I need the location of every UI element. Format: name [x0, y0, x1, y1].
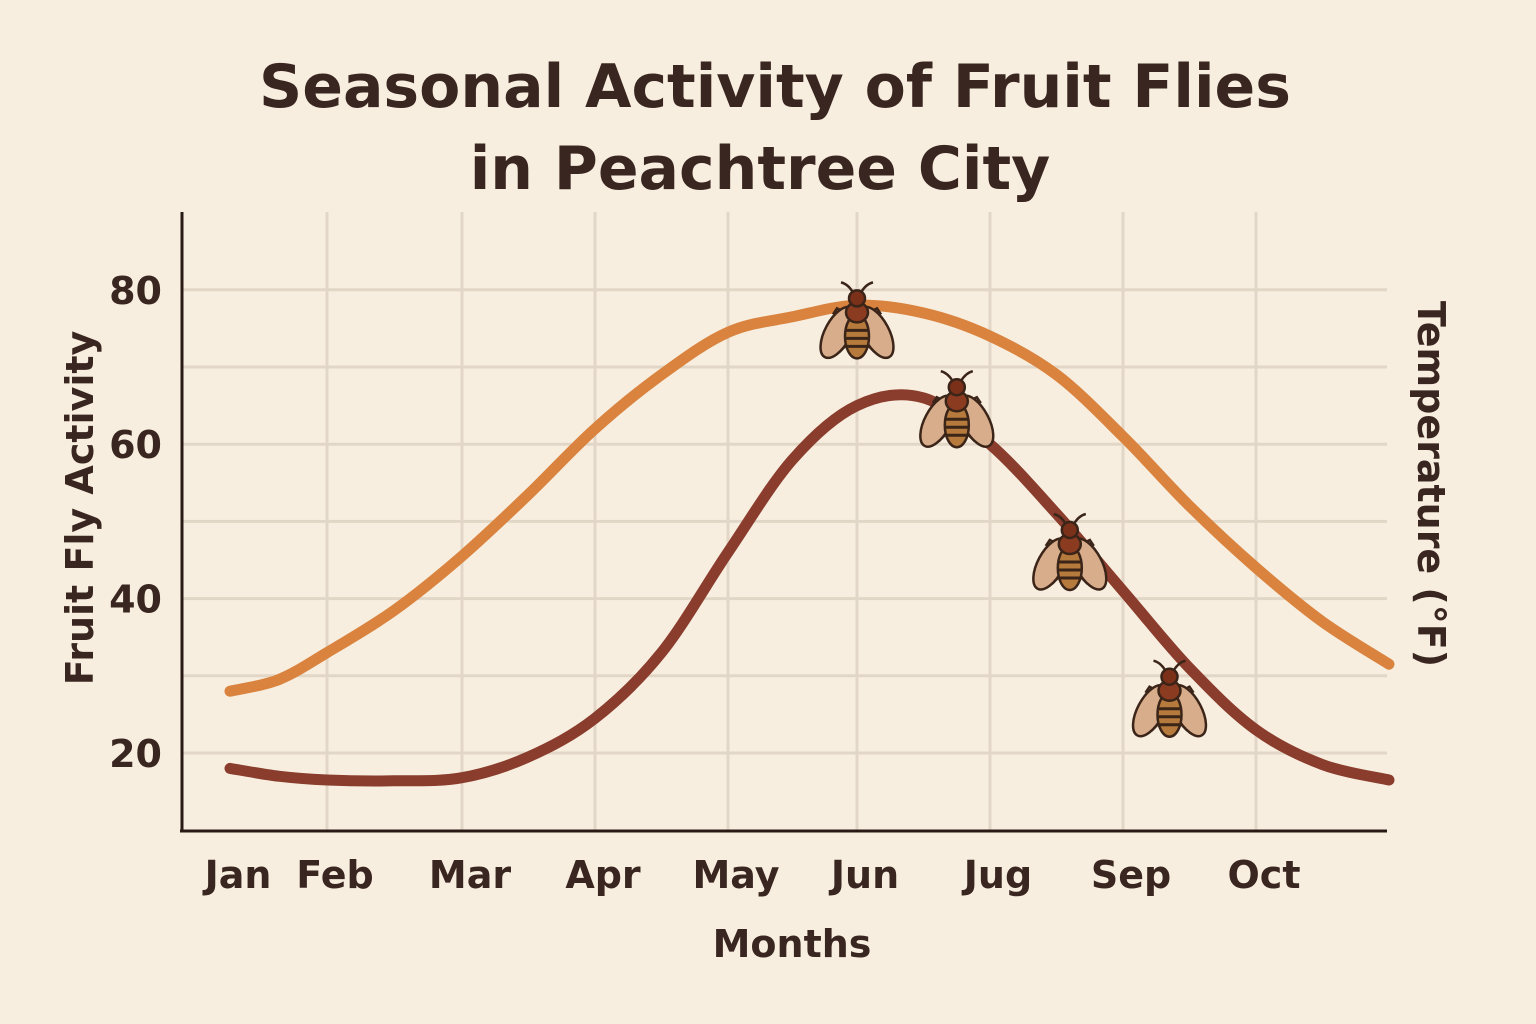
y-tick-label: 80 [109, 269, 162, 313]
y-tick-labels: 20 40 60 80 [109, 269, 162, 776]
series-line-2 [224, 389, 1395, 787]
y-axis-title-right: Temperature (°F) [1409, 301, 1453, 667]
x-tick-label: Apr [565, 853, 641, 897]
y-axis-title-left: Fruit Fly Activity [58, 330, 102, 685]
fly-icon [919, 369, 995, 449]
x-tick-labels: Jan Feb Mar Apr May Jun Jug Sep Oct [202, 853, 1301, 897]
x-tick-label: Jan [202, 853, 272, 897]
fly-icon [1131, 659, 1208, 738]
x-tick-label: May [692, 853, 779, 897]
x-axis-title: Months [713, 922, 872, 966]
fly-icon [1032, 512, 1108, 592]
y-tick-label: 60 [109, 423, 162, 467]
grid [182, 212, 1387, 831]
series-line-1 [224, 299, 1395, 697]
y-tick-label: 20 [109, 732, 162, 776]
x-tick-label: Sep [1091, 853, 1171, 897]
x-tick-label: Feb [296, 853, 373, 897]
x-tick-label: Oct [1228, 853, 1301, 897]
chart-title-line-2: in Peachtree City [470, 134, 1051, 204]
y-tick-label: 40 [109, 578, 162, 622]
fly-markers [819, 281, 1208, 738]
fly-icon [819, 281, 895, 360]
x-tick-label: Mar [429, 853, 511, 897]
x-tick-label: Jun [828, 853, 899, 897]
series-lines [224, 299, 1395, 787]
chart-title-line-1: Seasonal Activity of Fruit Flies [259, 52, 1291, 122]
x-tick-label: Jug [961, 853, 1032, 897]
